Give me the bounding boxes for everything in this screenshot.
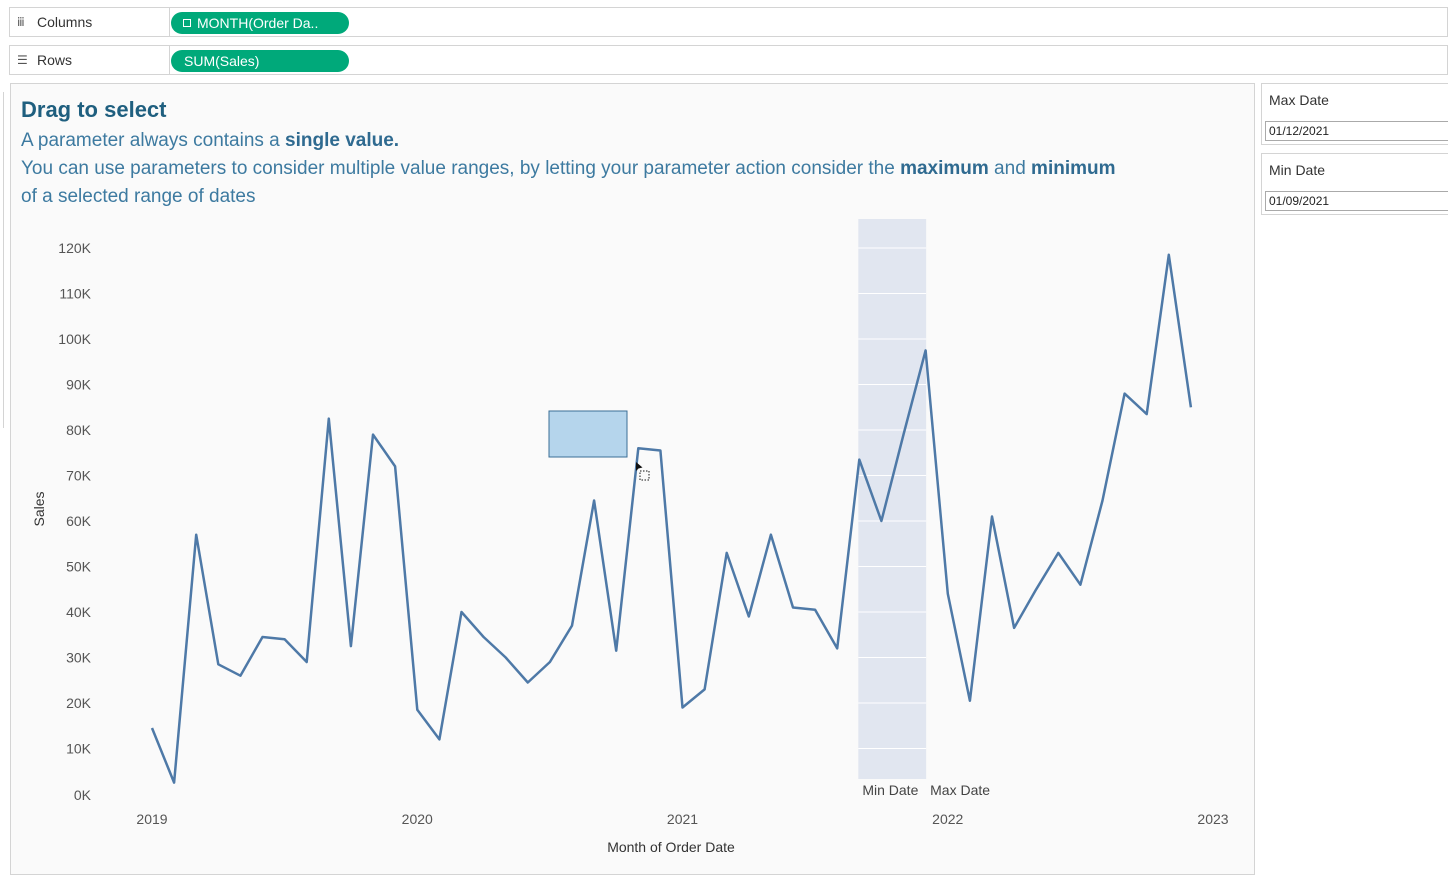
sum-sales-pill[interactable]: SUM(Sales) <box>171 50 349 72</box>
rows-shelf-label: ☰ Rows <box>10 46 170 74</box>
desc-line-1: A parameter always contains a single val… <box>21 130 400 151</box>
min-date-label: Min Date <box>1269 162 1326 178</box>
left-panel-edge <box>0 92 4 428</box>
columns-icon: ⅲ <box>17 15 25 29</box>
rows-shelf[interactable]: ☰ Rows SUM(Sales) <box>9 45 1448 75</box>
viz-title: Drag to select <box>21 97 167 122</box>
month-order-date-pill[interactable]: MONTH(Order Da.. <box>171 12 349 34</box>
max-date-input[interactable]: 01/12/2021 <box>1265 121 1448 141</box>
rows-icon: ☰ <box>17 53 28 67</box>
expand-icon[interactable] <box>183 19 191 27</box>
desc-line-3: of a selected range of dates <box>21 186 256 207</box>
max-date-label: Max Date <box>1269 92 1329 108</box>
columns-shelf[interactable]: ⅲ Columns MONTH(Order Da.. <box>9 7 1448 37</box>
min-date-parameter: Min Date 01/09/2021 <box>1261 153 1448 215</box>
columns-shelf-label: ⅲ Columns <box>10 8 170 36</box>
min-date-input[interactable]: 01/09/2021 <box>1265 191 1448 211</box>
max-date-parameter: Max Date 01/12/2021 <box>1261 83 1448 145</box>
desc-line-2: You can use parameters to consider multi… <box>21 158 1116 179</box>
